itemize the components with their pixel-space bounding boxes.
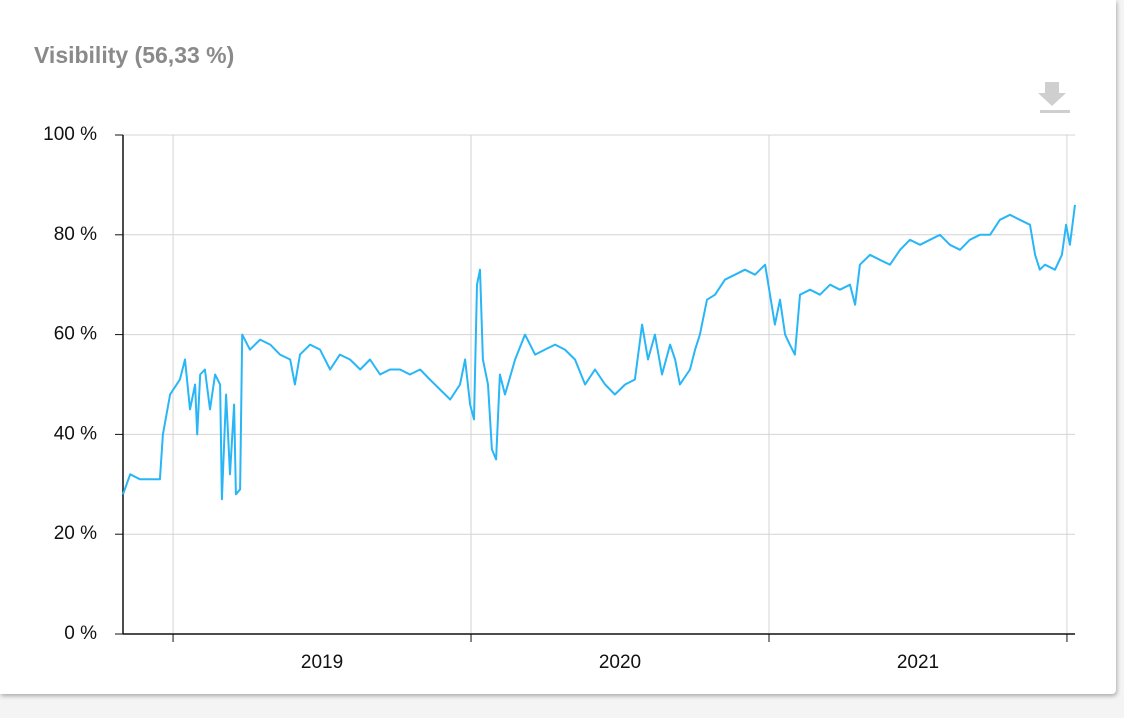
download-icon[interactable] <box>1040 110 1070 113</box>
y-tick-label: 100 % <box>43 124 97 145</box>
y-tick-label: 80 % <box>54 224 97 245</box>
y-tick-label: 60 % <box>54 324 97 345</box>
y-tick-label: 0 % <box>64 623 97 644</box>
x-tick-label: 2019 <box>301 652 343 673</box>
x-tick-label: 2020 <box>599 652 641 673</box>
y-tick-label: 40 % <box>54 423 97 444</box>
y-tick-label: 20 % <box>54 523 97 544</box>
chart-card: Visibility (56,33 %) 0 % 20 % 40 % 60 % 80 %… <box>0 0 1116 694</box>
download-button[interactable] <box>1038 82 1070 113</box>
x-tick-label: 2021 <box>897 652 939 673</box>
download-icon[interactable] <box>1038 93 1066 106</box>
download-icon[interactable] <box>1045 82 1059 94</box>
line <box>122 204 1076 501</box>
chart: Visibility (56,33 %) 0 % 20 % 40 % 60 % 80 %… <box>34 42 1076 673</box>
chart-title: Visibility (56,33 %) <box>34 42 234 68</box>
